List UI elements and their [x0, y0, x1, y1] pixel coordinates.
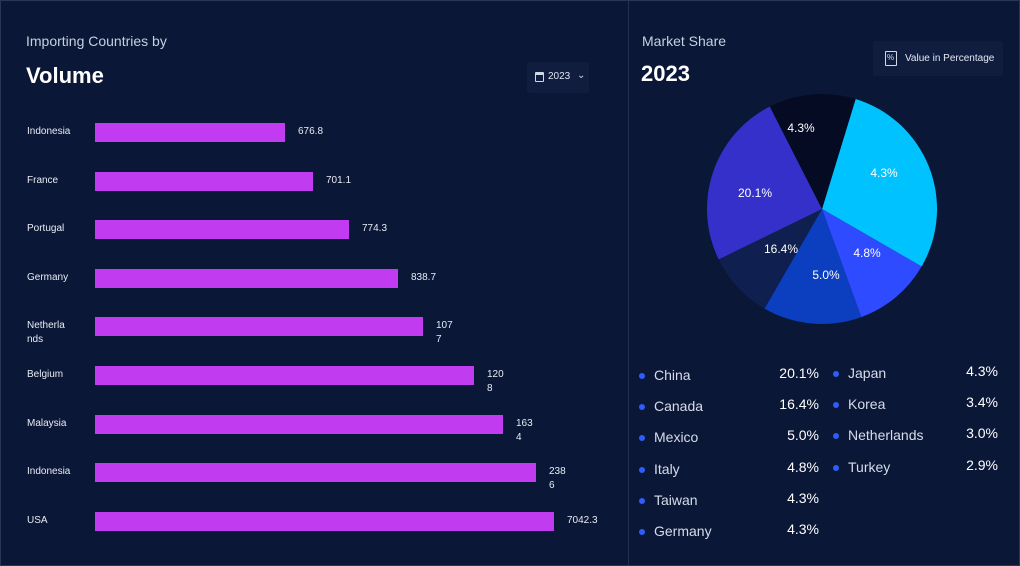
market-share-pie-chart: 4.3% 4.8% 5.0% 16.4% 20.1% 4.3%: [707, 94, 937, 324]
bar-value-label: 2386: [549, 466, 566, 492]
pie-slice-label: 16.4%: [764, 242, 798, 256]
value-in-percentage-label: Value in Percentage: [905, 53, 995, 64]
legend-label: Netherlands: [848, 427, 924, 444]
market-share-year: 2023: [641, 61, 690, 86]
bar[interactable]: [95, 414, 503, 434]
pie-slice-label: 4.3%: [787, 121, 815, 135]
bar[interactable]: [95, 220, 349, 240]
pie-slice-label: 5.0%: [812, 268, 840, 282]
legend-dot: [639, 404, 645, 411]
legend-value: 4.8%: [787, 458, 819, 475]
legend-label: Italy: [654, 460, 680, 477]
bar-category-label: France: [27, 174, 59, 186]
bar-category-label: USA: [27, 514, 48, 526]
legend-dot: [639, 435, 645, 442]
legend-value: 4.3%: [787, 489, 819, 506]
legend-label: Japan: [848, 365, 887, 381]
legend-value: 4.3%: [966, 363, 998, 379]
pie-slice-label: 20.1%: [738, 186, 772, 200]
value-in-percentage-button[interactable]: % Value in Percentage: [873, 41, 1003, 76]
bar-value-label: 1208: [487, 369, 504, 394]
bar[interactable]: [95, 463, 536, 483]
bar-value-label: 7042.3: [567, 514, 598, 526]
legend-value: 5.0%: [787, 427, 819, 444]
bar-value-label: 838.7: [411, 271, 437, 283]
legend-value: 3.0%: [966, 425, 998, 442]
legend-label: Korea: [848, 396, 886, 413]
bar[interactable]: [95, 123, 285, 142]
legend-dot: [639, 466, 645, 473]
volume-panel: Importing Countries by Volume 2023 ⌄ Ind…: [1, 1, 627, 565]
legend-value: 4.3%: [787, 521, 819, 537]
legend-dot: [833, 464, 839, 471]
bar-category-label: Indonesia: [27, 126, 71, 137]
bar-value-label: 701.1: [326, 174, 352, 186]
volume-title: Volume: [26, 63, 104, 88]
legend-label: Canada: [654, 398, 704, 415]
bar-value-label: 774.3: [362, 223, 388, 235]
pie-slice[interactable]: [764, 209, 862, 324]
year-dropdown-value: 2023: [548, 71, 571, 82]
pie-slice-label: 4.3%: [870, 166, 898, 180]
market-share-panel: Market Share 2023 % Value in Percentage …: [628, 1, 1019, 565]
legend-label: Mexico: [654, 429, 699, 446]
volume-subtitle: Importing Countries by: [26, 33, 167, 49]
chevron-down-icon: ⌄: [577, 70, 586, 81]
legend-dot: [639, 497, 645, 504]
pie-slice-label: 4.8%: [853, 246, 881, 260]
legend-label: Turkey: [848, 458, 891, 475]
legend-label: Taiwan: [654, 491, 698, 508]
legend-value: 2.9%: [966, 456, 998, 473]
bar-category-label: Germany: [27, 271, 69, 283]
bar-value-label: 1634: [516, 417, 533, 443]
bar-category-label: Indonesia: [27, 466, 71, 478]
pie-slice[interactable]: [769, 94, 856, 209]
market-share-subtitle: Market Share: [642, 33, 727, 49]
legend-value: 16.4%: [779, 396, 819, 413]
bar-category-label: Malaysia: [27, 417, 67, 429]
bar-value-label: 676.8: [298, 126, 324, 137]
legend-value: 3.4%: [966, 394, 998, 411]
pie-slice[interactable]: [707, 106, 822, 260]
year-dropdown[interactable]: 2023 ⌄: [527, 62, 589, 93]
legend-label: Germany: [654, 523, 712, 539]
bar[interactable]: [95, 511, 554, 531]
pie-slice[interactable]: [822, 99, 937, 267]
legend-dot: [833, 402, 839, 409]
bar-category-label: Belgium: [27, 369, 64, 380]
calendar-icon: [535, 72, 544, 82]
legend-label: China: [654, 367, 691, 383]
legend-dot: [833, 371, 839, 377]
legend-value: 20.1%: [779, 365, 819, 381]
percent-document-icon: %: [885, 51, 897, 66]
bar-category-label: Netherla nds: [27, 320, 65, 346]
bar[interactable]: [95, 317, 423, 337]
bar-value-label: 1077: [436, 320, 453, 346]
legend-dot: [833, 433, 839, 440]
pie-slice[interactable]: [718, 209, 822, 309]
pie-slice[interactable]: [822, 209, 922, 318]
bar[interactable]: [95, 171, 313, 191]
bar[interactable]: [95, 268, 398, 288]
legend-dot: [639, 529, 645, 535]
bar[interactable]: [95, 366, 474, 385]
legend-dot: [639, 373, 645, 379]
bar-category-label: Portugal: [27, 223, 65, 235]
